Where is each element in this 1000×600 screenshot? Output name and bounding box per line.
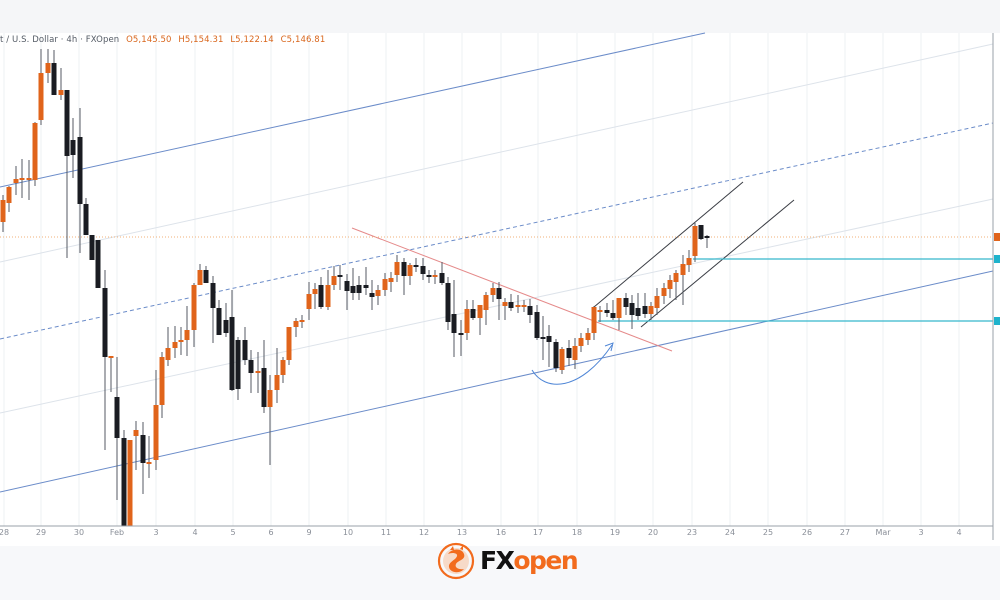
symbol-text: t / U.S. Dollar · 4h · FXOpen [0,35,120,45]
logo-wordmark: FXopen [480,545,579,575]
top-band [0,0,1000,33]
x-axis-label: 24 [724,528,736,537]
x-axis-label: 28 [0,528,10,537]
candles [0,49,710,526]
x-axis-label: 4 [192,528,198,537]
x-axis-label: 17 [532,528,544,537]
x-axis-label: 6 [268,528,274,537]
x-axis-label: 10 [342,528,354,537]
support-lower-tab [994,317,1000,325]
x-axis-label: 18 [571,528,583,537]
fxopen-logo: FXopen [436,540,579,580]
ohlc-open: O5,145.50 [126,35,172,45]
x-axis-label: 26 [801,528,813,537]
current-price-tab [994,233,1000,241]
axis-lines [0,33,994,540]
x-axis-label: 9 [306,528,312,537]
chart-legend: t / U.S. Dollar · 4h · FXOpen O5,145.50 … [0,35,325,45]
x-axis-label: 29 [35,528,47,537]
x-axis-label: 11 [380,528,392,537]
ohlc-close: C5,146.81 [280,35,326,45]
x-axis-label: 13 [456,528,468,537]
bottom-band [0,546,1000,600]
x-axis-label: 16 [495,528,507,537]
x-axis-label: Feb [109,528,125,537]
x-axis-label: 12 [418,528,430,537]
x-axis-label: 23 [686,528,698,537]
dragon-emblem-icon [437,542,475,580]
x-axis-label: 30 [73,528,85,537]
x-axis-label: 5 [230,528,236,537]
x-axis-label: 4 [956,528,962,537]
x-axis-label: 20 [647,528,659,537]
x-axis-label: 27 [839,528,851,537]
support-upper-tab [994,255,1000,263]
x-axis-label: 19 [609,528,621,537]
x-axis-label: 3 [153,528,159,537]
grid [3,33,960,526]
x-axis-label: Mar [875,528,891,537]
drawings [0,32,994,493]
x-axis-label: 25 [762,528,774,537]
x-axis-label: 3 [918,528,924,537]
ohlc-low: L5,122.14 [230,35,274,45]
ohlc-high: H5,154.31 [178,35,224,45]
